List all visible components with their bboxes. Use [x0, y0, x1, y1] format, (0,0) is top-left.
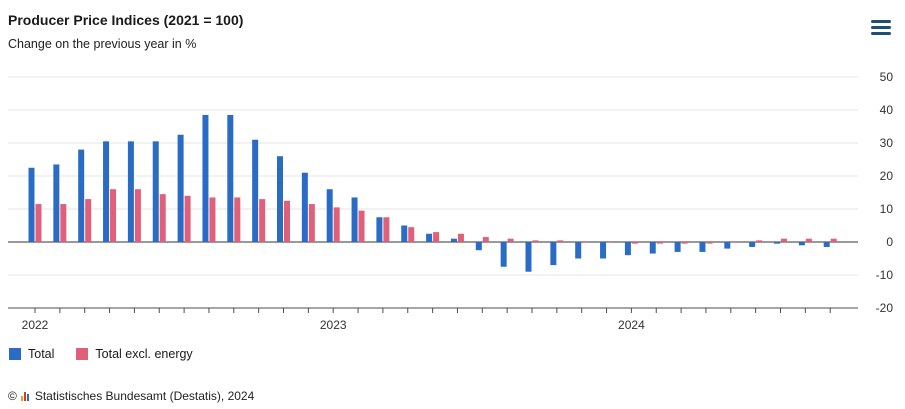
bar-excl-energy [383, 217, 390, 242]
bar-total [699, 242, 706, 252]
y-tick-label: 40 [880, 103, 894, 117]
chart-title: Producer Price Indices (2021 = 100) [8, 12, 244, 28]
y-tick-label: -10 [876, 268, 894, 282]
bar-excl-energy [482, 237, 489, 242]
legend: Total Total excl. energy [9, 347, 193, 361]
bar-total [53, 164, 60, 242]
bar-excl-energy [731, 242, 738, 243]
bar-excl-energy [159, 194, 166, 242]
destatis-logo-icon [20, 391, 29, 401]
bar-total [823, 242, 830, 247]
bar-total [774, 242, 780, 244]
bar-total [401, 225, 408, 242]
x-tick-label: 2024 [618, 318, 645, 332]
bar-total [301, 172, 308, 242]
legend-label-excl-energy: Total excl. energy [95, 347, 193, 361]
bar-total [724, 242, 731, 249]
bar-excl-energy [607, 242, 614, 243]
bar-excl-energy [110, 189, 117, 242]
bar-excl-energy [582, 242, 589, 243]
bar-excl-energy [134, 189, 141, 242]
bar-total [152, 141, 159, 242]
bar-excl-energy [433, 232, 440, 242]
bar-total [500, 242, 507, 267]
y-tick-label: 30 [880, 136, 894, 150]
bar-excl-energy [681, 242, 688, 244]
bars [28, 114, 837, 272]
bar-excl-energy [209, 197, 216, 242]
bar-total [376, 217, 383, 242]
y-tick-label: 10 [880, 202, 894, 216]
bar-excl-energy [333, 207, 340, 242]
legend-swatch-total [9, 348, 21, 360]
x-tick-label: 2023 [320, 318, 347, 332]
bar-excl-energy [184, 195, 191, 242]
y-tick-label: 50 [880, 70, 894, 84]
bar-excl-energy [457, 233, 464, 242]
bar-excl-energy [358, 210, 365, 242]
bar-total [674, 242, 681, 252]
bar-total [252, 139, 259, 242]
bar-excl-energy [60, 204, 67, 242]
hamburger-menu-icon[interactable] [871, 20, 891, 36]
bar-excl-energy [35, 204, 42, 242]
chart-subtitle: Change on the previous year in % [8, 37, 197, 51]
bar-excl-energy [557, 240, 564, 242]
bar-total [749, 242, 756, 247]
credits-text: Statistisches Bundesamt (Destatis), 2024 [34, 389, 255, 403]
bar-total [475, 242, 482, 251]
bar-total [624, 242, 631, 256]
bar-total [103, 141, 110, 242]
bar-excl-energy [234, 197, 241, 242]
bar-excl-energy [631, 242, 638, 244]
bar-excl-energy [756, 240, 763, 242]
legend-label-total: Total [28, 347, 55, 361]
bar-excl-energy [85, 199, 92, 242]
bar-total [28, 167, 35, 242]
bar-total [450, 238, 457, 242]
bar-total [202, 114, 209, 242]
gridlines [8, 76, 858, 309]
legend-item-total[interactable]: Total [9, 347, 54, 361]
bar-total [78, 149, 85, 242]
bar-total [351, 197, 358, 242]
bar-excl-energy [532, 240, 539, 242]
bar-excl-energy [259, 199, 266, 242]
y-axis-ticks: 50 40 30 20 10 0 -10 -20 [876, 70, 894, 315]
bar-total [177, 134, 184, 242]
bar-excl-energy [284, 200, 290, 242]
bar-excl-energy [656, 242, 663, 244]
bar-excl-energy [308, 204, 315, 242]
x-axis: 2022 2023 2024 [22, 308, 831, 332]
bar-total [127, 141, 134, 242]
bar-excl-energy [507, 238, 514, 242]
bar-total [649, 242, 656, 254]
legend-item-excl-energy[interactable]: Total excl. energy [76, 347, 193, 361]
bar-total [798, 242, 805, 246]
x-tick-label: 2022 [22, 318, 49, 332]
y-tick-label: 20 [880, 169, 894, 183]
credits[interactable]: © Statistisches Bundesamt (Destatis), 20… [8, 389, 254, 403]
bar-total [277, 156, 283, 242]
bar-total [600, 242, 607, 259]
copyright-symbol: © [8, 389, 17, 403]
bar-total [227, 114, 234, 242]
bar-total [326, 189, 333, 242]
legend-swatch-excl-energy [76, 348, 89, 360]
y-tick-label: -20 [876, 301, 894, 315]
bar-excl-energy [706, 242, 713, 244]
bar-excl-energy [408, 227, 415, 242]
bar-total [426, 233, 433, 242]
bar-total [575, 242, 582, 259]
y-tick-label: 0 [886, 235, 893, 249]
bar-excl-energy [830, 238, 837, 242]
bar-excl-energy [781, 238, 787, 242]
bar-total [525, 242, 532, 272]
bar-total [550, 242, 557, 266]
bar-excl-energy [805, 238, 812, 242]
